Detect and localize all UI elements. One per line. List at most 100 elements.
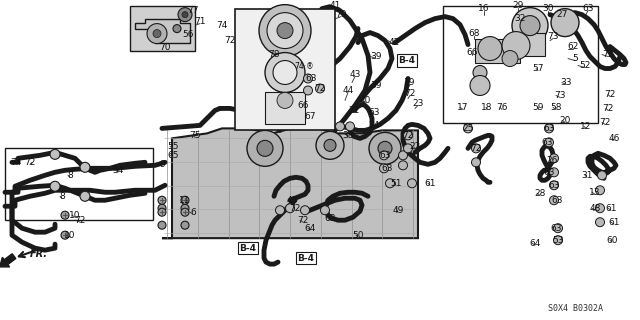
Circle shape — [61, 211, 69, 219]
Circle shape — [61, 231, 69, 239]
Text: 74: 74 — [10, 158, 22, 167]
Circle shape — [472, 158, 481, 167]
Circle shape — [158, 221, 166, 229]
Circle shape — [80, 162, 90, 172]
Circle shape — [470, 76, 490, 95]
Polygon shape — [475, 33, 545, 62]
Text: 59: 59 — [532, 103, 544, 112]
Text: 30: 30 — [542, 4, 554, 13]
Circle shape — [545, 138, 554, 147]
Text: S0X4 B0302A: S0X4 B0302A — [547, 304, 602, 313]
Text: 77: 77 — [188, 6, 199, 15]
Text: 24: 24 — [369, 121, 380, 130]
Text: 61: 61 — [605, 204, 617, 213]
Text: 68: 68 — [468, 29, 480, 38]
Text: 16: 16 — [478, 4, 490, 13]
Circle shape — [380, 151, 388, 160]
Text: 9: 9 — [159, 160, 165, 169]
Text: 51: 51 — [390, 179, 402, 188]
Circle shape — [50, 149, 60, 159]
Circle shape — [550, 154, 559, 163]
Text: 54: 54 — [112, 166, 124, 175]
Text: B-4: B-4 — [298, 254, 314, 263]
Text: 48: 48 — [589, 204, 601, 213]
Text: 63: 63 — [305, 74, 317, 83]
Text: 72: 72 — [602, 104, 614, 113]
Text: 55: 55 — [167, 142, 179, 151]
Circle shape — [50, 181, 60, 191]
Text: 63: 63 — [543, 168, 555, 177]
Circle shape — [598, 171, 607, 180]
Circle shape — [247, 130, 283, 166]
Circle shape — [545, 124, 554, 133]
Text: 72: 72 — [314, 84, 326, 93]
Circle shape — [285, 204, 294, 213]
Text: 72: 72 — [298, 216, 308, 225]
Text: B-4: B-4 — [399, 56, 415, 65]
Circle shape — [153, 29, 161, 37]
Circle shape — [178, 8, 192, 22]
Circle shape — [512, 8, 548, 44]
Text: 72: 72 — [74, 216, 86, 225]
Text: 74: 74 — [216, 21, 228, 30]
Text: 60: 60 — [606, 236, 618, 245]
Text: 75: 75 — [189, 131, 201, 140]
Text: 72: 72 — [403, 131, 413, 140]
Text: 40: 40 — [359, 96, 371, 105]
Text: 28: 28 — [534, 189, 546, 198]
Text: 63: 63 — [381, 164, 393, 173]
Text: 74·®: 74·® — [294, 62, 314, 71]
Circle shape — [378, 141, 392, 155]
Text: 38: 38 — [342, 131, 354, 140]
Circle shape — [257, 140, 273, 156]
Bar — [265, 92, 305, 124]
Circle shape — [551, 9, 579, 36]
Text: 63: 63 — [550, 224, 562, 233]
Text: 8: 8 — [67, 171, 73, 180]
Circle shape — [316, 84, 324, 93]
Text: 62: 62 — [567, 42, 579, 51]
Text: 53: 53 — [552, 236, 564, 245]
Circle shape — [408, 179, 417, 188]
Circle shape — [346, 122, 355, 131]
Circle shape — [403, 131, 413, 140]
Circle shape — [277, 23, 293, 39]
Text: 71: 71 — [195, 17, 205, 26]
Text: FR.: FR. — [30, 249, 48, 259]
Circle shape — [147, 24, 167, 44]
Bar — [5, 148, 153, 220]
Text: 20: 20 — [559, 116, 571, 125]
Text: 29: 29 — [512, 1, 524, 10]
Text: 56: 56 — [182, 30, 194, 39]
Text: 50: 50 — [352, 231, 364, 240]
Text: 73: 73 — [554, 91, 566, 100]
Text: 72: 72 — [224, 36, 236, 45]
Circle shape — [301, 206, 310, 215]
Text: 63: 63 — [548, 181, 560, 190]
Text: 72: 72 — [604, 90, 616, 99]
Circle shape — [181, 221, 189, 229]
Circle shape — [259, 5, 311, 57]
Circle shape — [277, 92, 293, 108]
Circle shape — [181, 208, 189, 216]
Circle shape — [554, 236, 563, 245]
Circle shape — [173, 25, 181, 33]
Text: 43: 43 — [349, 70, 361, 79]
Circle shape — [335, 122, 344, 131]
Text: 12: 12 — [580, 122, 592, 131]
Circle shape — [181, 204, 189, 212]
Text: 39: 39 — [371, 81, 381, 90]
Text: 70: 70 — [159, 43, 171, 52]
Text: 61: 61 — [424, 179, 436, 188]
Text: 63: 63 — [368, 108, 380, 117]
Text: 19: 19 — [404, 78, 416, 87]
Circle shape — [520, 16, 540, 36]
Polygon shape — [135, 19, 190, 43]
Text: 76: 76 — [496, 103, 508, 112]
Bar — [235, 9, 335, 130]
Text: 25: 25 — [462, 124, 474, 133]
Text: 8: 8 — [59, 192, 65, 201]
Circle shape — [181, 196, 189, 204]
FancyArrow shape — [0, 254, 16, 267]
Circle shape — [324, 140, 336, 151]
